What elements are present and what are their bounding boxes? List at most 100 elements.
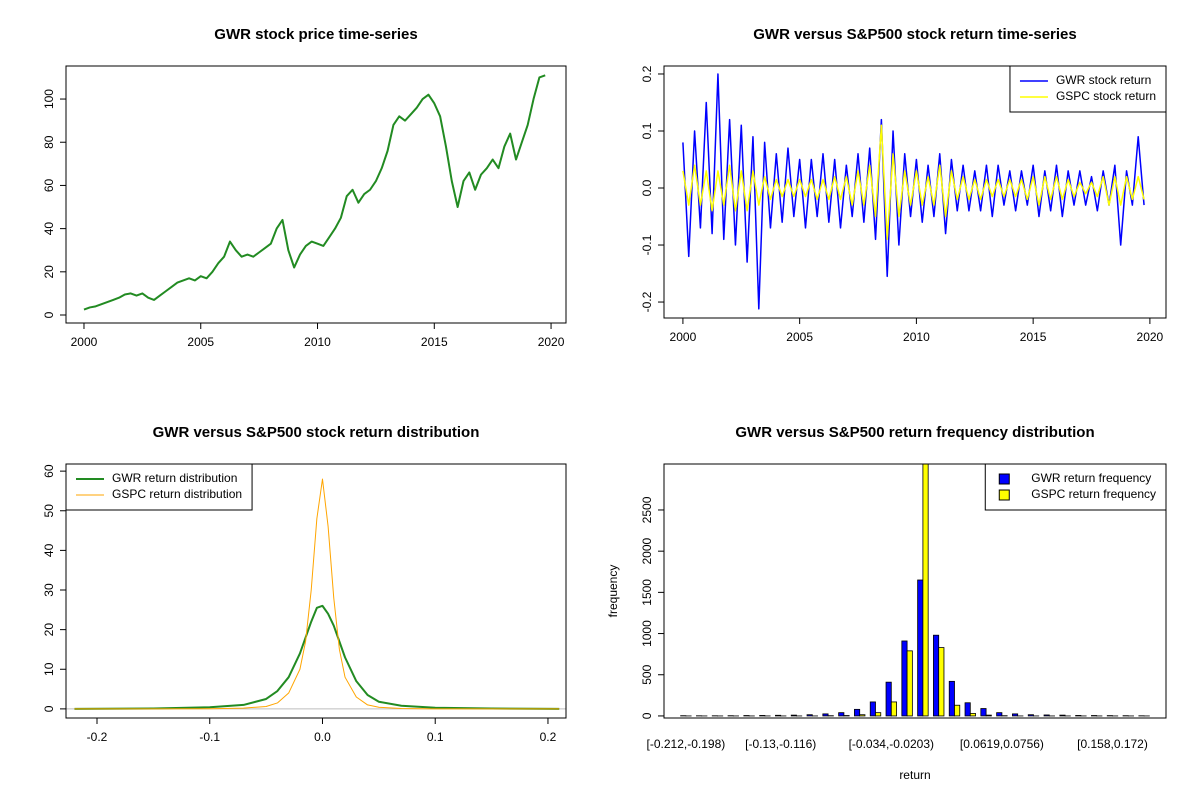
y-tick-label: 60 [42,464,56,478]
x-tick-label: 2010 [304,335,331,349]
y-tick-label: -0.2 [640,291,654,312]
line [74,604,560,710]
y-tick-label: 0 [42,311,56,318]
legend-box [1009,65,1167,113]
y-tick-label: 2500 [640,496,654,523]
y-tick-label: -0.1 [640,234,654,255]
line [83,74,546,311]
plot-frame [65,65,567,324]
x-tick-label: 0.0 [314,730,331,744]
bar [985,714,992,717]
plot-area [83,74,546,311]
bar [1027,714,1034,717]
bar [901,640,908,717]
y-tick-label: 0.0 [640,179,654,196]
bar [806,714,813,717]
y-tick-label: 30 [42,583,56,597]
bar [980,708,987,717]
bar [885,681,892,717]
x-tick-label: 0.1 [427,730,444,744]
y-tick-label: 0.2 [640,65,654,82]
legend-box [984,463,1167,511]
legend-label: GSPC stock return [1056,89,1156,103]
x-axis-label: return [899,768,930,782]
bar [1012,713,1019,717]
panel: GWR stock price time-series 0 20 40 60 80 100 2… [42,26,567,349]
plot-area [680,464,1150,717]
bar [822,713,829,717]
bar [933,634,940,717]
y-tick-label: 100 [42,89,56,109]
chart-title: GWR versus S&P500 return frequency distr… [735,424,1094,441]
bar [948,680,955,717]
y-tick-label: 0 [640,712,654,719]
bar [954,704,961,717]
plot-area [682,73,1145,310]
bar [922,464,929,717]
x-tick-label: 0.2 [540,730,557,744]
x-tick-label: 2015 [421,335,448,349]
x-tick-label: [0.0619,0.0756) [960,737,1044,751]
bar [875,712,882,717]
legend-label: GWR stock return [1056,73,1151,87]
bar [964,702,971,717]
x-tick-label: 2005 [187,335,214,349]
x-tick-label: 2020 [1137,330,1164,344]
bar [906,650,913,717]
x-tick-label: 2010 [903,330,930,344]
x-tick-label: 2020 [538,335,565,349]
bar [996,712,1003,717]
y-tick-label: 40 [42,543,56,557]
chart-title: GWR stock price time-series [214,26,417,43]
y-tick-label: 20 [42,623,56,637]
x-tick-label: 2005 [786,330,813,344]
bar [854,708,861,717]
y-tick-label: 0 [42,705,56,712]
x-tick-label: [-0.034,-0.0203) [849,737,934,751]
line [74,478,560,710]
y-axis-label: frequency [606,565,620,618]
y-tick-label: 20 [42,265,56,279]
bar [1043,714,1050,717]
x-tick-label: -0.1 [199,730,220,744]
legend: GWR return distribution GSPC return distr… [65,463,253,511]
chart-title: GWR versus S&P500 stock return distribut… [153,424,480,441]
x-tick-label: 2015 [1020,330,1047,344]
x-tick-label: [-0.212,-0.198) [647,737,726,751]
y-tick-label: 10 [42,662,56,676]
bar [838,712,845,717]
panel: GWR versus S&P500 stock return time-seri… [640,26,1167,344]
plot-frame [663,463,1167,719]
y-tick-label: 1000 [640,620,654,647]
bar [859,714,866,717]
bar [969,713,976,717]
legend-label: GWR return distribution [112,471,237,485]
bar [1059,714,1066,717]
plot-area [74,478,560,710]
y-tick-label: 0.1 [640,122,654,139]
bar [938,647,945,717]
y-tick-label: 40 [42,222,56,236]
legend-label: GSPC return frequency [1031,487,1156,501]
panel: GWR versus S&P500 return frequency distr… [606,424,1167,782]
y-tick-label: 50 [42,504,56,518]
legend-label: GSPC return distribution [112,487,242,501]
legend-swatch [998,489,1010,501]
bar [917,579,924,717]
bar [890,701,897,717]
bar [790,714,797,717]
panel: GWR versus S&P500 stock return distribut… [42,424,567,744]
legend: GWR return frequency GSPC return frequenc… [984,463,1167,511]
x-tick-label: -0.2 [87,730,108,744]
y-tick-label: 80 [42,135,56,149]
chart-title: GWR versus S&P500 stock return time-seri… [753,26,1076,43]
legend-swatch [998,473,1010,485]
x-tick-label: [0.158,0.172) [1077,737,1148,751]
y-tick-label: 500 [640,664,654,684]
x-tick-label: 2000 [71,335,98,349]
plot-frame [663,65,1167,319]
plot-frame [65,463,567,719]
legend-label: GWR return frequency [1031,471,1151,485]
